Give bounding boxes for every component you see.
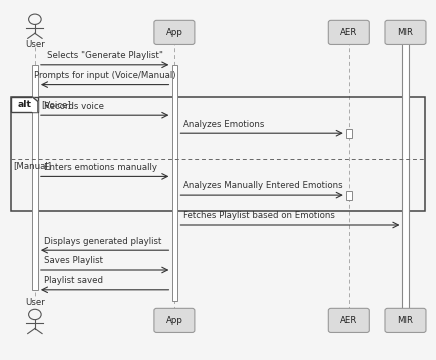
Text: User: User: [25, 298, 45, 307]
FancyBboxPatch shape: [385, 20, 426, 44]
Text: Selects "Generate Playlist": Selects "Generate Playlist": [47, 51, 163, 60]
Text: MIR: MIR: [398, 316, 413, 325]
Text: AER: AER: [340, 28, 358, 37]
Bar: [346, 191, 352, 200]
Polygon shape: [33, 97, 38, 112]
FancyBboxPatch shape: [385, 308, 426, 333]
Text: Playlist saved: Playlist saved: [44, 276, 102, 285]
Text: [Manual]: [Manual]: [13, 161, 51, 170]
FancyBboxPatch shape: [154, 20, 195, 44]
Text: Displays generated playlist: Displays generated playlist: [44, 237, 161, 246]
Bar: [11, 97, 38, 112]
Text: alt: alt: [17, 100, 31, 109]
Text: App: App: [166, 28, 183, 37]
Text: Analyzes Emotions: Analyzes Emotions: [183, 120, 265, 129]
Bar: [11, 97, 425, 211]
Text: Fetches Playlist based on Emotions: Fetches Playlist based on Emotions: [183, 211, 335, 220]
Circle shape: [29, 14, 41, 24]
Text: [Voice]: [Voice]: [41, 100, 71, 109]
Text: AER: AER: [340, 316, 358, 325]
FancyBboxPatch shape: [154, 308, 195, 333]
FancyBboxPatch shape: [328, 20, 369, 44]
Text: Analyzes Manually Entered Emotions: Analyzes Manually Entered Emotions: [183, 181, 343, 190]
Bar: [172, 65, 177, 301]
Bar: [402, 32, 409, 313]
Text: User: User: [25, 40, 45, 49]
Circle shape: [29, 309, 41, 320]
FancyBboxPatch shape: [328, 308, 369, 333]
Text: Saves Playlist: Saves Playlist: [44, 256, 102, 265]
Bar: [32, 65, 37, 290]
Text: Prompts for input (Voice/Manual): Prompts for input (Voice/Manual): [34, 71, 175, 80]
Text: Records voice: Records voice: [44, 102, 104, 111]
Bar: [346, 129, 352, 138]
Text: App: App: [166, 316, 183, 325]
Text: Enters emotions manually: Enters emotions manually: [44, 163, 157, 172]
Text: MIR: MIR: [398, 28, 413, 37]
